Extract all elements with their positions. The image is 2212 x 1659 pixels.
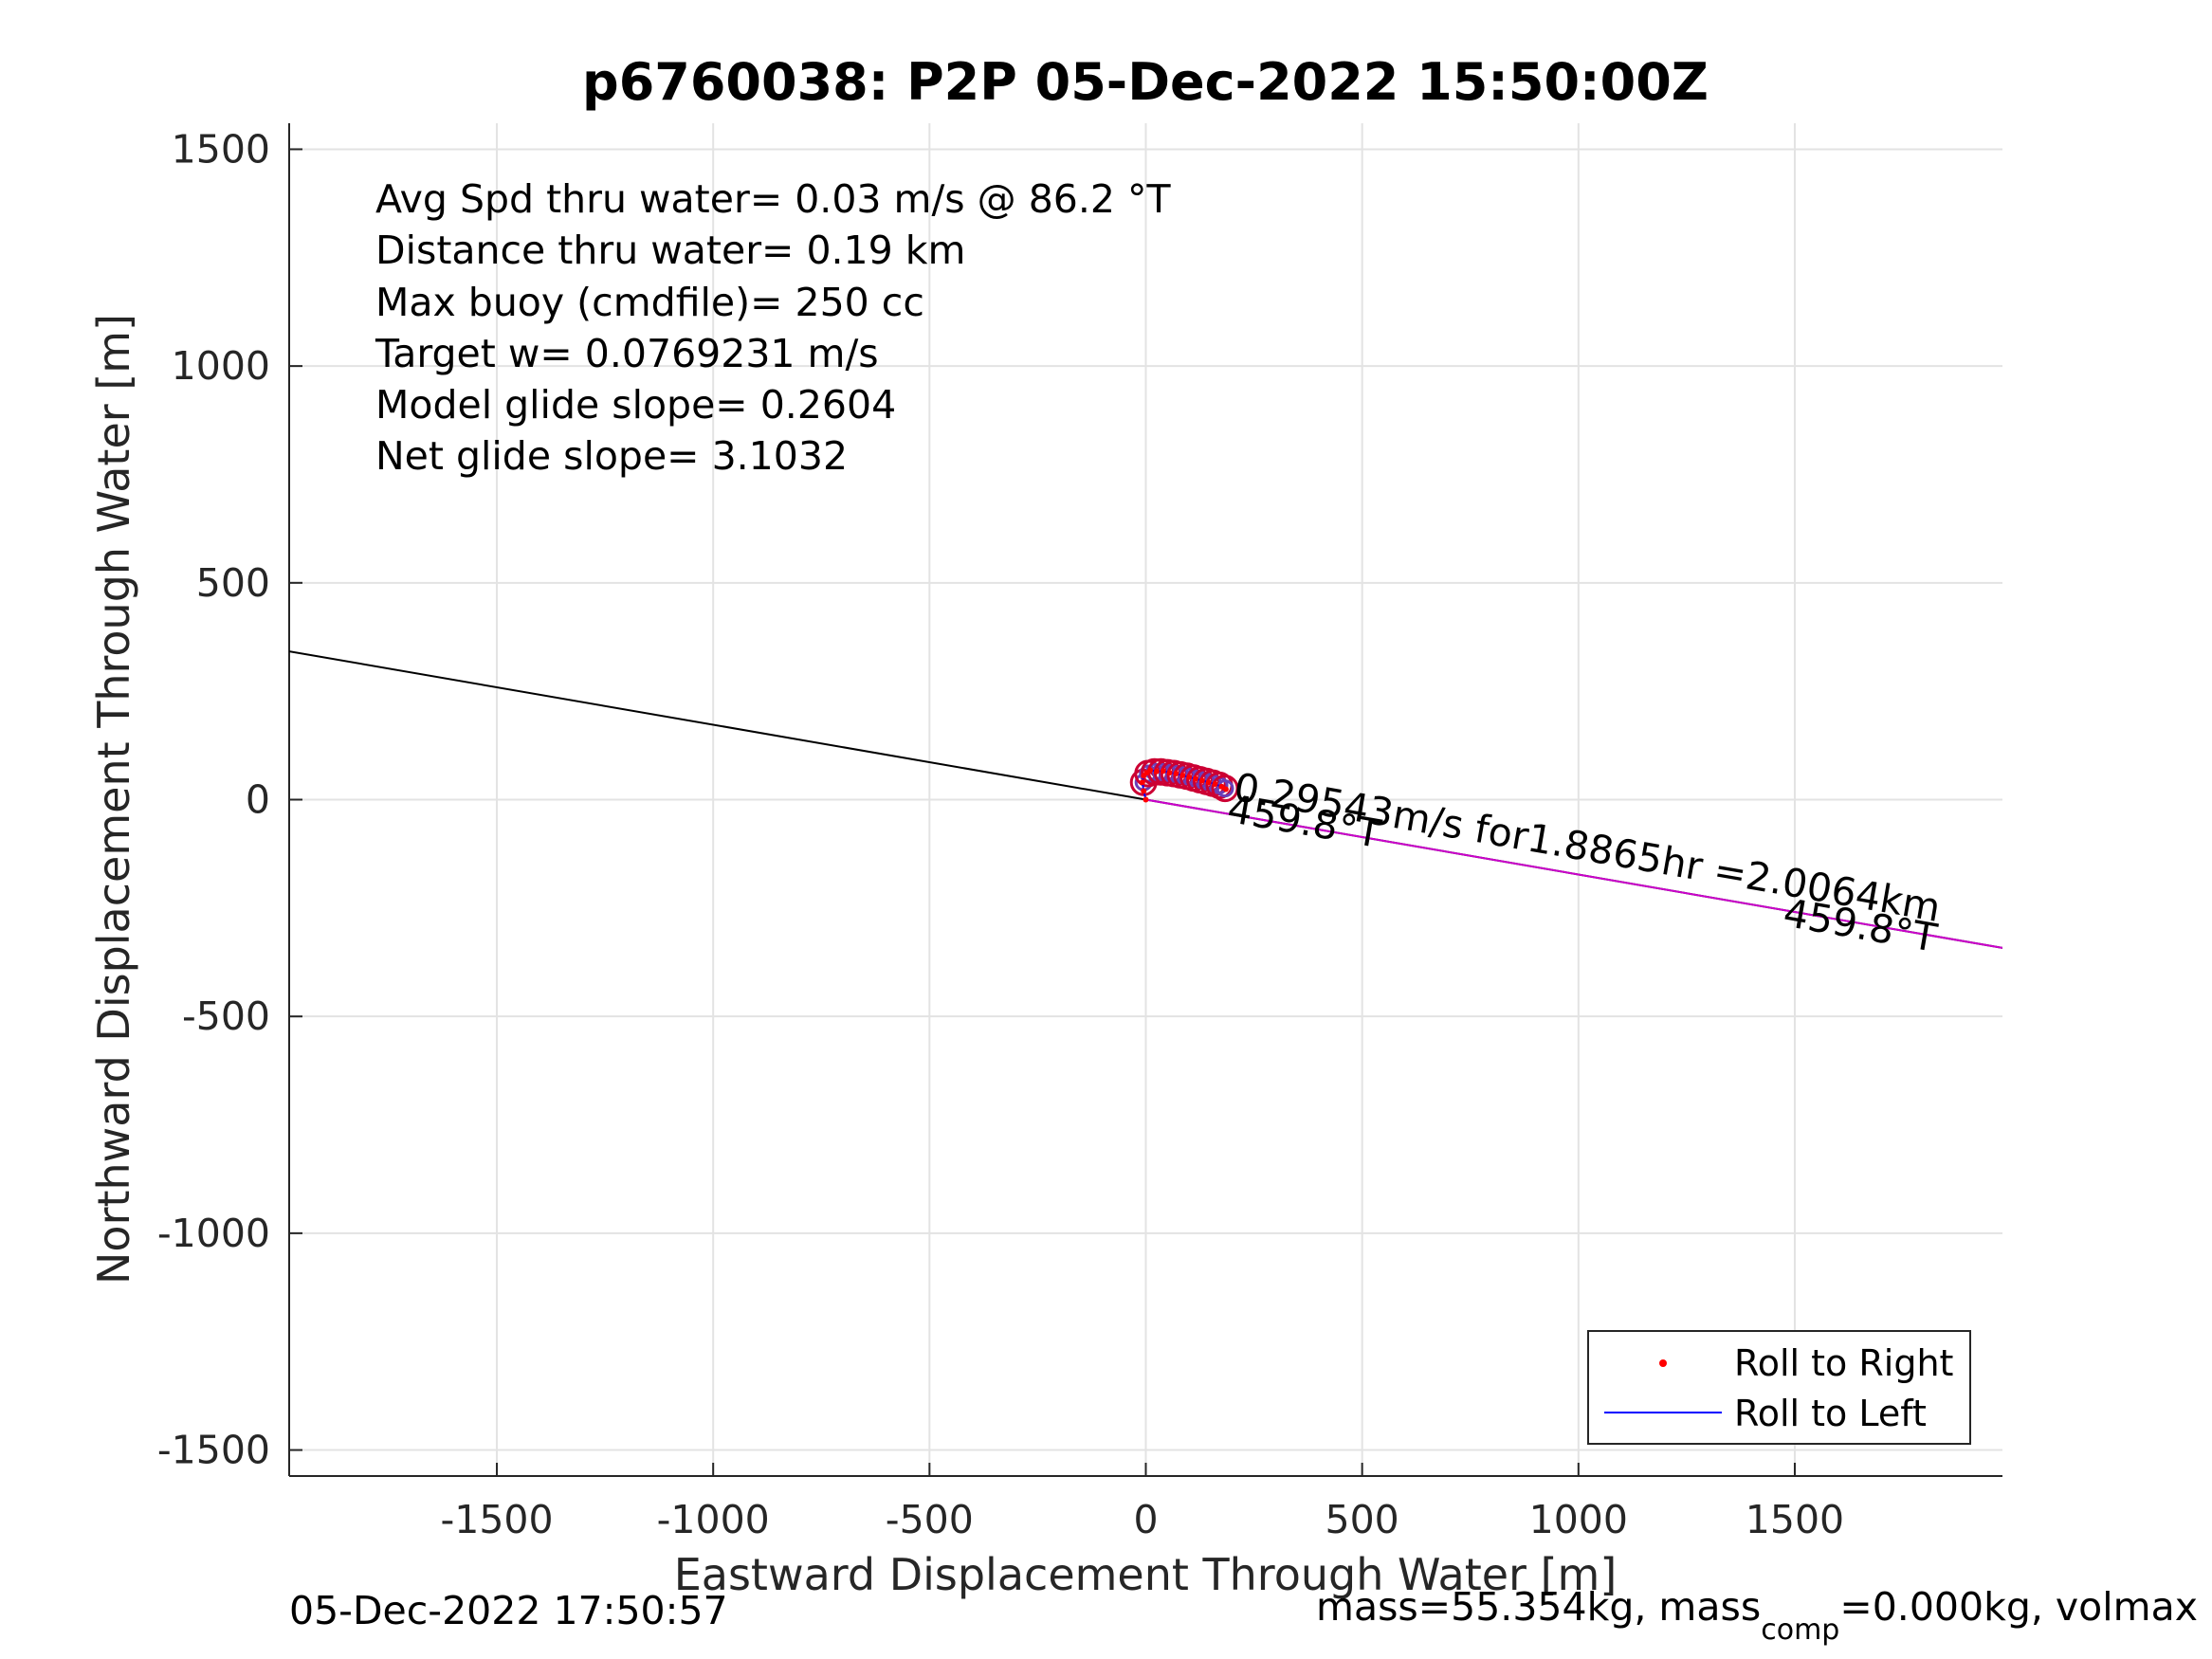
y-tick-label: -1000: [157, 1211, 270, 1256]
x-tick-label: 1500: [1746, 1497, 1844, 1542]
dive-circle-outer: [1211, 775, 1239, 803]
y-tick-label: -500: [182, 994, 270, 1039]
footer-mass-info: mass=55.354kg, masscomp=0.000kg, volmax: [1316, 1584, 2198, 1647]
info-line-target-w: Target w= 0.0769231 m/s: [375, 331, 879, 376]
info-line-max-buoy: Max buoy (cmdfile)= 250 cc: [375, 280, 924, 325]
series-roll-right-point: [1198, 777, 1205, 784]
footer-mass-text-2: =0.000kg, volmax: [1839, 1584, 2198, 1630]
series-roll-right-point: [1179, 772, 1186, 778]
info-line-model-glide: Model glide slope= 0.2604: [375, 382, 896, 428]
y-axis-label: Northward Displacement Through Water [m]: [88, 314, 139, 1285]
series-roll-right-point: [1212, 781, 1218, 788]
axes: [288, 123, 2002, 1477]
series-roll-right-point: [1147, 767, 1154, 774]
x-tick-label: 500: [1325, 1497, 1399, 1542]
x-tick-label: 0: [1133, 1497, 1158, 1542]
series-roll-right-point: [1141, 788, 1147, 794]
x-tick-label: 1000: [1529, 1497, 1628, 1542]
legend-roll-right-label: Roll to Right: [1734, 1342, 1953, 1384]
x-tick-label: -1000: [657, 1497, 770, 1542]
series-roll-right-point: [1205, 779, 1212, 786]
series-roll-right-point: [1192, 775, 1198, 782]
legend-roll-left-label: Roll to Left: [1734, 1393, 1927, 1434]
y-tick-label: 500: [196, 560, 270, 606]
info-line-distance: Distance thru water= 0.19 km: [375, 228, 965, 273]
series-roll-right-point: [1139, 779, 1145, 786]
y-tick-label: -1500: [157, 1428, 270, 1473]
legend-roll-right-marker: [1659, 1359, 1667, 1367]
y-tick-label: 0: [246, 777, 270, 823]
dive-circle-inner: [1216, 779, 1234, 798]
footer-mass-subscript: comp: [1761, 1613, 1839, 1647]
info-line-avg-speed: Avg Spd thru water= 0.03 m/s @ 86.2 °T: [375, 176, 1172, 222]
series-marks: [1139, 767, 1229, 803]
x-tick-label: -500: [886, 1497, 974, 1542]
x-axis-label: Eastward Displacement Through Water [m]: [674, 1549, 1618, 1600]
series-roll-right-point: [1173, 771, 1179, 777]
series-roll-right-point: [1186, 774, 1193, 780]
chart-title: p6760038: P2P 05-Dec-2022 15:50:00Z: [582, 52, 1709, 112]
series-roll-right-point: [1160, 768, 1166, 775]
y-tick-labels: -1500 -1000 -500 0 500 1000 1500: [157, 126, 270, 1472]
series-roll-right-point: [1153, 768, 1160, 775]
x-tick-label: -1500: [440, 1497, 553, 1542]
legend-box: [1587, 1330, 1971, 1445]
legend: Roll to Right Roll to Left: [1587, 1330, 1971, 1445]
info-line-net-glide: Net glide slope= 3.1032: [375, 433, 848, 479]
series-roll-right-point: [1218, 783, 1225, 790]
footer-mass-text: mass=55.354kg, mass: [1316, 1584, 1761, 1630]
y-tick-label: 1000: [172, 343, 270, 389]
info-text-block: Avg Spd thru water= 0.03 m/s @ 86.2 °T D…: [375, 176, 1172, 479]
track-line: [1145, 798, 2002, 949]
series-roll-right-point: [1166, 770, 1173, 776]
y-tick-label: 1500: [172, 126, 270, 172]
x-tick-labels: -1500 -1000 -500 0 500 1000 1500: [440, 1497, 1844, 1542]
footer-timestamp: 05-Dec-2022 17:50:57: [289, 1588, 728, 1633]
series-roll-right-point: [1222, 786, 1229, 793]
series-roll-right-point: [1143, 796, 1149, 803]
